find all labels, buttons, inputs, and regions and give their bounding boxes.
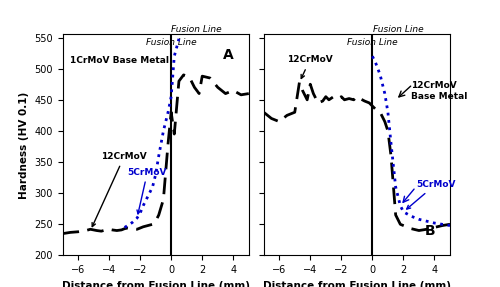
Text: B: B	[424, 224, 435, 238]
Text: Fusion Line: Fusion Line	[172, 25, 222, 34]
Text: 12CrMoV: 12CrMoV	[92, 152, 147, 226]
X-axis label: Distance from Fusion Line (mm): Distance from Fusion Line (mm)	[263, 281, 451, 287]
Text: 5CrMoV: 5CrMoV	[128, 168, 167, 214]
Text: 12CrMoV
Base Metal: 12CrMoV Base Metal	[411, 81, 468, 100]
Text: 5CrMoV: 5CrMoV	[406, 180, 456, 209]
Text: A: A	[223, 48, 234, 62]
Text: Fusion Line: Fusion Line	[146, 38, 196, 47]
Y-axis label: Hardness (HV 0.1): Hardness (HV 0.1)	[18, 91, 28, 199]
Text: Fusion Line: Fusion Line	[347, 38, 398, 47]
Text: 12CrMoV: 12CrMoV	[287, 55, 333, 78]
Text: 1CrMoV Base Metal: 1CrMoV Base Metal	[70, 56, 170, 65]
X-axis label: Distance from Fusion Line (mm): Distance from Fusion Line (mm)	[62, 281, 250, 287]
Text: Fusion Line: Fusion Line	[372, 25, 424, 34]
